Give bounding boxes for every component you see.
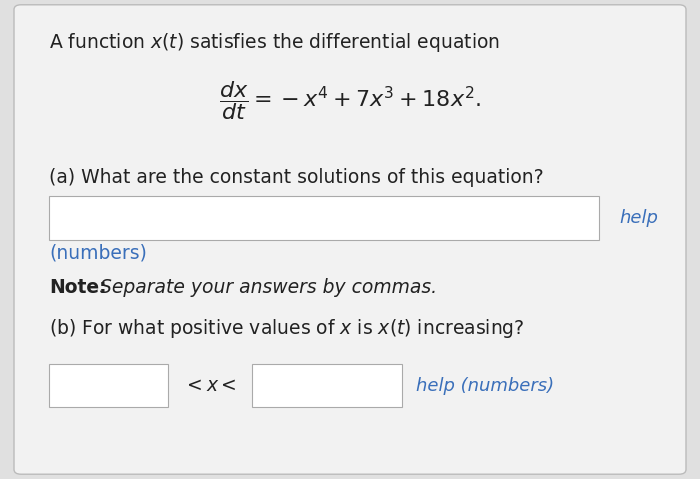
Text: Note:: Note: [49, 278, 106, 297]
Text: $< x <$: $< x <$ [183, 376, 237, 395]
FancyBboxPatch shape [49, 364, 168, 407]
Text: (numbers): (numbers) [49, 243, 147, 262]
FancyBboxPatch shape [49, 196, 598, 240]
Text: help (numbers): help (numbers) [416, 376, 554, 395]
FancyBboxPatch shape [252, 364, 402, 407]
Text: (b) For what positive values of $x$ is $x(t)$ increasing?: (b) For what positive values of $x$ is $… [49, 317, 524, 340]
Text: (a) What are the constant solutions of this equation?: (a) What are the constant solutions of t… [49, 168, 544, 187]
Text: A function $x(t)$ satisfies the differential equation: A function $x(t)$ satisfies the differen… [49, 31, 500, 54]
Text: help: help [619, 209, 658, 227]
Text: Separate your answers by commas.: Separate your answers by commas. [94, 278, 438, 297]
FancyBboxPatch shape [14, 5, 686, 474]
Text: $\dfrac{dx}{dt} = -x^4 + 7x^3 + 18x^2.$: $\dfrac{dx}{dt} = -x^4 + 7x^3 + 18x^2.$ [219, 79, 481, 122]
